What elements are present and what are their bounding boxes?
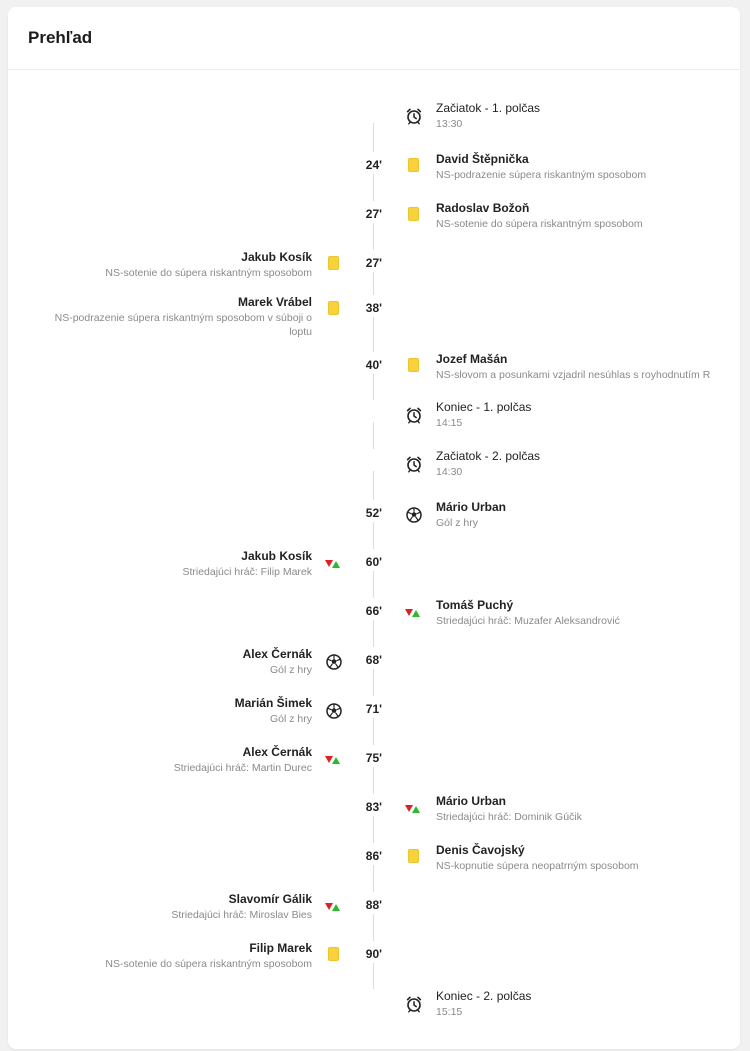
page-title: Prehľad	[28, 28, 93, 47]
card-header: Prehľad	[8, 7, 740, 70]
overview-card: Prehľad	[8, 7, 740, 1049]
